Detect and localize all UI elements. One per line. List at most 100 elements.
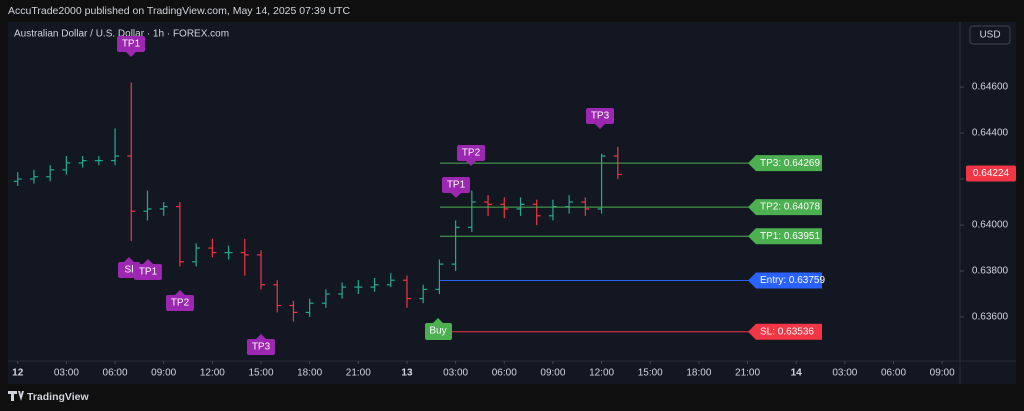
x-tick-label: 03:00 [54,368,79,379]
annotation-label: TP3 [252,342,271,353]
logo-icon[interactable] [8,391,24,401]
annotations: TP1 Sl TP1 TP2 TP3 Buy TP1 TP2 TP3 [117,36,614,355]
annotation-label: Sl [125,265,134,276]
level-tag [748,323,822,340]
ohlc-bar [127,82,136,242]
level-label: TP2: 0.64078 [760,202,820,213]
ohlc-bar [500,197,509,219]
ohlc-bar [240,238,249,276]
ohlc-bar [143,190,152,221]
y-tick-label: 0.63800 [972,266,1009,277]
chart-background [8,22,1016,384]
chart-title: Australian Dollar / U.S. Dollar · 1h · F… [14,29,229,40]
annotation-label: TP3 [591,111,610,122]
ohlc-bar [354,280,363,295]
ohlc-bar [370,277,379,292]
annotation: Buy [425,318,452,340]
annotation-label: TP1 [122,39,141,50]
ohlc-bar [224,245,233,260]
ohlc-bar [94,156,103,166]
ohlc-bar [338,282,347,299]
annotation-label: TP2 [171,298,190,309]
x-tick-label: 21:00 [735,368,760,379]
plot: 0.646000.644000.642000.640000.638000.636… [12,82,1016,379]
header-text: AccuTrade2000 published on TradingView.c… [8,5,350,17]
x-tick-label: 06:00 [492,368,517,379]
footer-logo[interactable]: TradingView [8,391,89,403]
level-tag [748,155,822,172]
annotation-pointer [143,259,153,264]
ohlc-bar [257,250,266,290]
annotation-pointer [126,52,136,57]
x-tick-label: 06:00 [103,368,128,379]
annotation-box [442,177,470,193]
ohlc-bar [386,273,395,288]
x-tick-label: 15:00 [248,368,273,379]
y-tick-label: 0.63600 [972,312,1009,323]
ohlc-bar [192,243,201,267]
y-tick-label: 0.64000 [972,220,1009,231]
ohlc-bar [451,220,460,272]
annotation-pointer [595,124,605,129]
annotation-box [586,108,614,124]
ohlc-bar [289,300,298,322]
ohlc-bar [435,259,444,295]
x-tick-label: 15:00 [638,368,663,379]
annotation-label: TP2 [462,148,481,159]
annotation-box [247,339,275,355]
annotation-pointer [256,334,266,339]
ohlc-bar [305,298,314,318]
annotation: TP1 [134,259,162,280]
x-tick-label: 13 [401,368,413,379]
level-label: Entry: 0.63759 [760,275,825,286]
level-tag [748,199,822,216]
annotation-box [117,36,145,52]
ohlc-bar [419,284,428,304]
ohlc-bar [208,238,217,258]
x-tick-label: 21:00 [346,368,371,379]
annotation-pointer [466,161,476,166]
annotation-pointer [175,290,185,295]
ohlc-bar [29,169,38,184]
footer-brand[interactable]: TradingView [27,391,89,403]
annotation-label: Buy [429,326,446,337]
currency-button[interactable] [969,25,1011,45]
ohlc-bar [273,280,282,313]
annotation: TP1 [442,177,470,198]
annotation: TP3 [247,334,275,355]
annotation-box [457,145,485,161]
x-tick-label: 12:00 [200,368,225,379]
annotation-box [134,264,162,280]
annotation-pointer [433,318,443,323]
annotation: TP2 [457,145,485,166]
level-tag [748,228,822,245]
ohlc-bar [467,190,476,232]
ohlc-bar [62,156,71,175]
annotation-box [166,295,194,311]
y-tick-label: 0.64600 [972,82,1009,93]
annotation: TP2 [166,290,194,311]
x-tick-label: 09:00 [151,368,176,379]
x-tick-label: 14 [791,368,803,379]
level-tag [748,272,822,289]
ohlc-bar [159,202,168,216]
x-tick-label: 12:00 [589,368,614,379]
level-label: TP3: 0.64269 [760,158,820,169]
level-label: TP1: 0.63951 [760,231,820,242]
x-tick-label: 18:00 [297,368,322,379]
ohlc-bar [532,199,541,226]
ohlc-bar [597,153,606,214]
x-tick-label: 12 [12,368,24,379]
annotation: TP1 [117,36,145,57]
currency-label[interactable]: USD [979,30,1000,41]
annotation-pointer [451,193,461,198]
annotation-label: TP1 [447,180,466,191]
ohlc-bar [46,165,55,182]
ohlc-bar [402,275,411,308]
last-price-label: 0.64224 [973,168,1010,179]
x-tick-label: 09:00 [540,368,565,379]
ohlc-bar [13,172,22,186]
ohlc-bar [175,202,184,267]
